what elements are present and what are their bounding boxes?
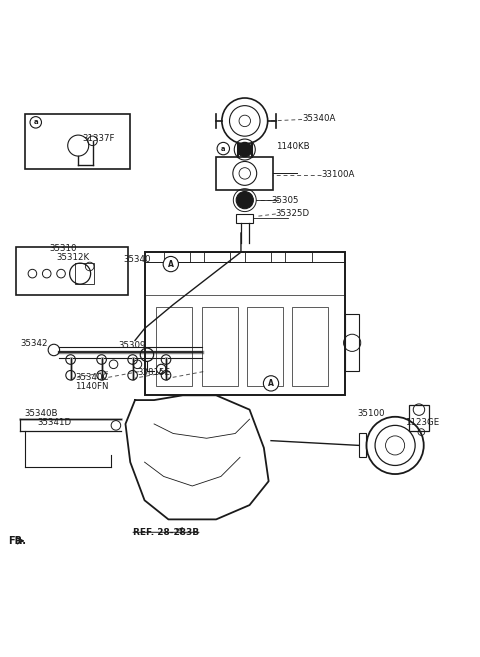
- Text: a: a: [34, 120, 38, 125]
- Text: 35340B: 35340B: [24, 409, 58, 418]
- Text: 31337F: 31337F: [83, 134, 115, 143]
- Circle shape: [264, 376, 279, 391]
- Text: 35342: 35342: [21, 339, 48, 348]
- Text: REF. 28-283B: REF. 28-283B: [133, 528, 199, 537]
- Text: 1123GE: 1123GE: [405, 419, 439, 428]
- Bar: [204, 252, 230, 261]
- Circle shape: [217, 143, 229, 155]
- Bar: [16, 248, 128, 295]
- Bar: [156, 307, 192, 386]
- Bar: [409, 405, 429, 431]
- Circle shape: [163, 256, 179, 272]
- Bar: [202, 307, 238, 386]
- Text: 35100: 35100: [357, 409, 384, 418]
- Text: 35340C: 35340C: [75, 373, 109, 382]
- Text: FR.: FR.: [9, 536, 26, 546]
- Text: A: A: [168, 260, 174, 269]
- Bar: [164, 252, 190, 261]
- Bar: [144, 252, 345, 396]
- Text: A: A: [268, 379, 274, 388]
- Bar: [25, 114, 130, 169]
- Text: 35312K: 35312K: [56, 254, 89, 262]
- Bar: [360, 434, 366, 457]
- Text: 35309: 35309: [118, 341, 146, 350]
- Text: 1140KB: 1140KB: [276, 142, 310, 150]
- Bar: [345, 314, 360, 371]
- Bar: [292, 307, 328, 386]
- Bar: [285, 252, 312, 261]
- Circle shape: [236, 192, 253, 209]
- Bar: [236, 214, 253, 223]
- Text: 33815E: 33815E: [137, 369, 170, 377]
- Text: 1140FN: 1140FN: [75, 382, 109, 391]
- Text: 35340A: 35340A: [302, 114, 336, 123]
- Text: a: a: [221, 146, 226, 152]
- Bar: [75, 263, 95, 284]
- Circle shape: [30, 116, 41, 128]
- Text: 35310: 35310: [49, 244, 77, 253]
- Text: 35341D: 35341D: [37, 419, 72, 428]
- Bar: [245, 252, 271, 261]
- Text: 35340: 35340: [123, 255, 151, 264]
- Text: 33100A: 33100A: [321, 170, 355, 179]
- Text: 35325D: 35325D: [276, 210, 310, 219]
- Bar: [216, 157, 274, 190]
- Circle shape: [238, 143, 252, 157]
- Bar: [247, 307, 283, 386]
- Text: 35305: 35305: [271, 196, 299, 204]
